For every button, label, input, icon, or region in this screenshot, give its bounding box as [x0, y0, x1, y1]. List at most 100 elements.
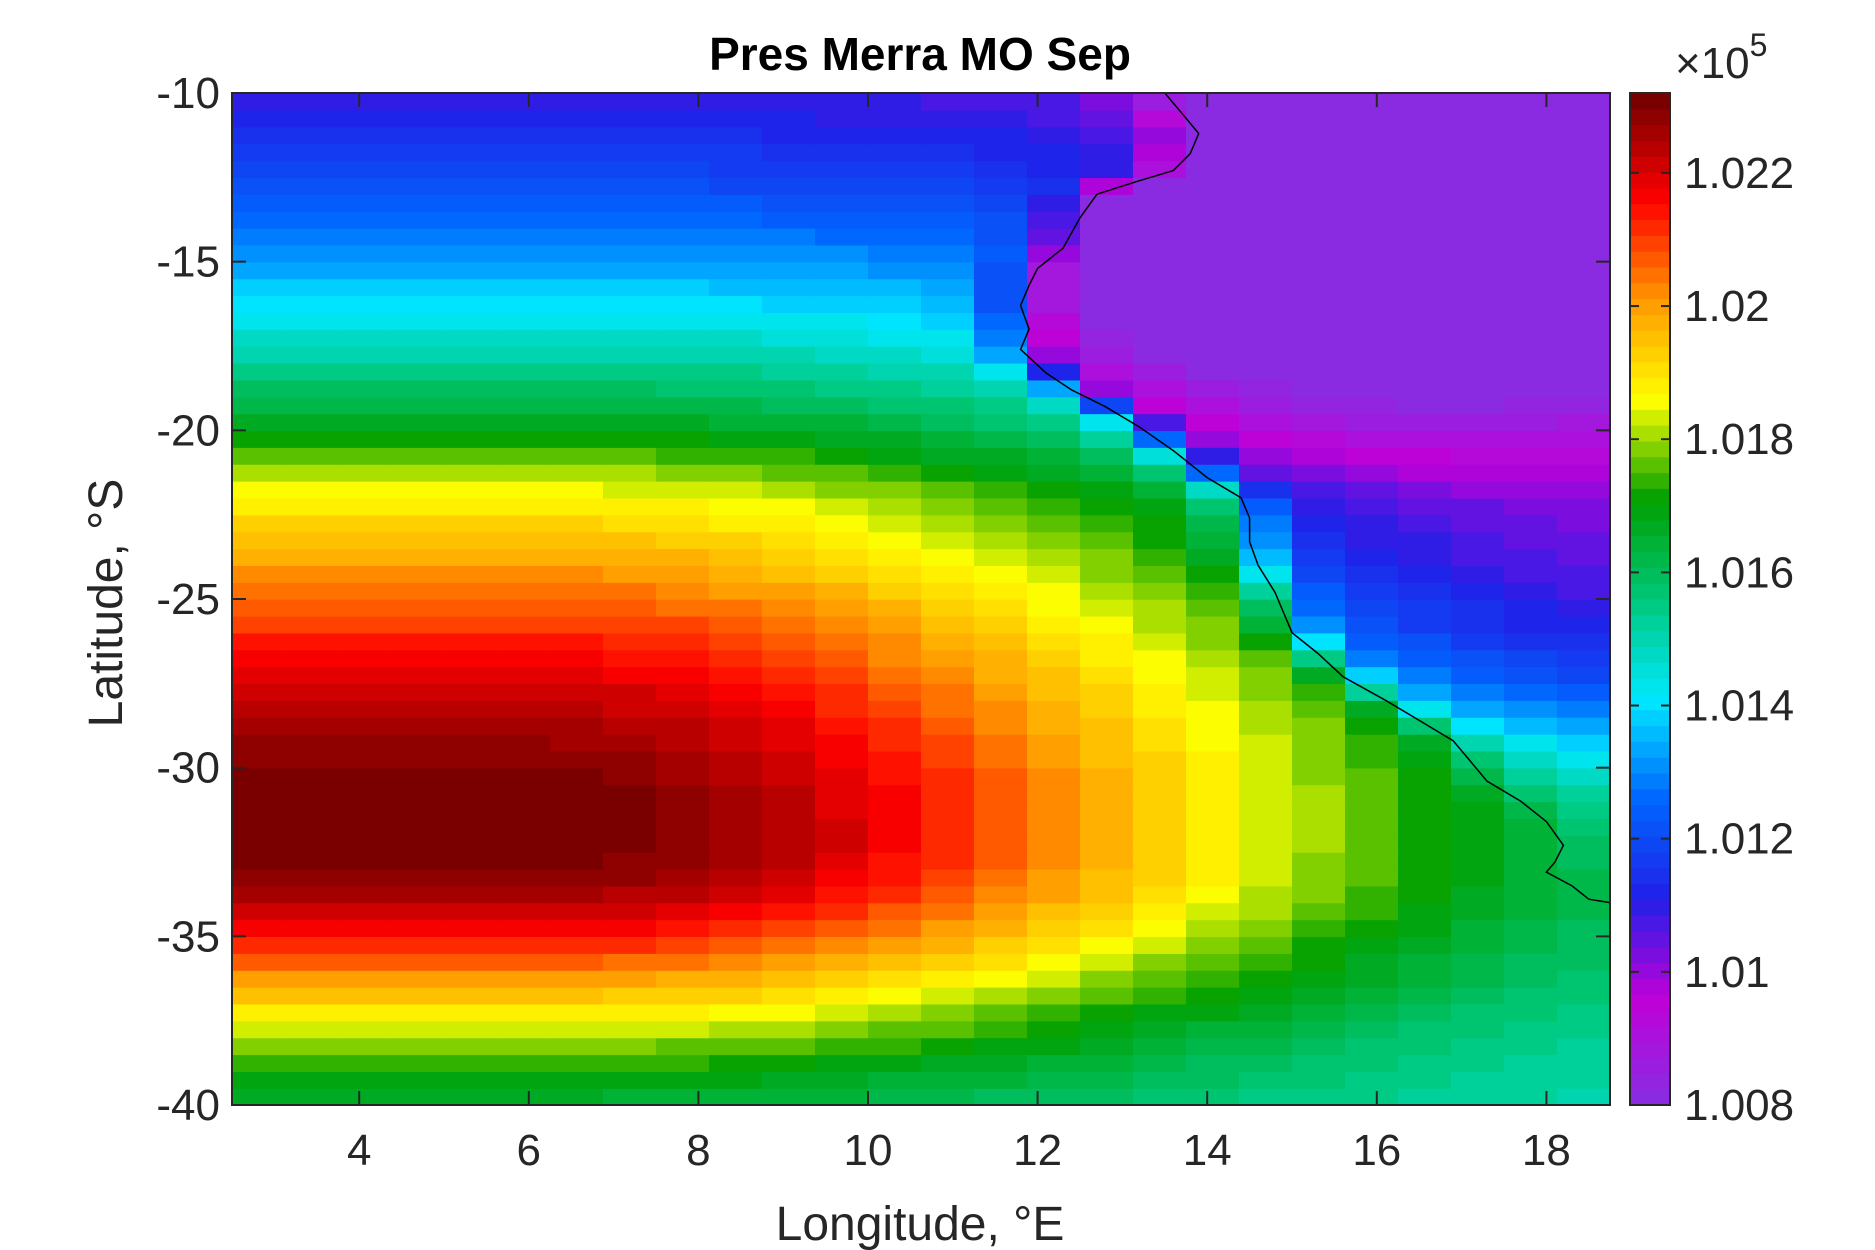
- heatmap-cell: [603, 902, 657, 921]
- heatmap-cell: [815, 329, 869, 347]
- heatmap-cell: [974, 852, 1028, 870]
- heatmap-cell: [656, 227, 710, 246]
- heatmap-cell: [232, 733, 286, 752]
- heatmap-cell: [974, 700, 1028, 718]
- colorbar-step: [1630, 1025, 1670, 1043]
- heatmap-cell: [232, 362, 286, 381]
- heatmap-cell: [285, 818, 339, 836]
- heatmap-cell: [656, 936, 710, 954]
- heatmap-cell: [974, 126, 1028, 145]
- heatmap-cell: [444, 548, 498, 566]
- heatmap-cell: [709, 986, 763, 1005]
- heatmap-cell: [1398, 683, 1452, 701]
- heatmap-cell: [974, 1003, 1028, 1022]
- heatmap-cell: [1080, 599, 1134, 617]
- heatmap-cell: [709, 295, 763, 313]
- heatmap-cell: [444, 1071, 498, 1089]
- heatmap-cell: [815, 396, 869, 415]
- heatmap-cell: [1557, 717, 1611, 735]
- heatmap-cell: [338, 666, 392, 685]
- heatmap-cell: [709, 447, 763, 465]
- colorbar-step: [1630, 456, 1670, 474]
- colorbar-step: [1630, 203, 1670, 221]
- heatmap-cell: [497, 986, 551, 1005]
- colorbar-step: [1630, 361, 1670, 379]
- colorbar-step: [1630, 567, 1670, 584]
- colorbar-step: [1630, 583, 1670, 600]
- heatmap-cell: [1239, 835, 1293, 853]
- heatmap-cell: [656, 599, 710, 617]
- heatmap-cell: [1133, 497, 1187, 516]
- heatmap-cell: [1186, 666, 1240, 685]
- colorbar-step: [1630, 219, 1670, 236]
- heatmap-cell: [1080, 885, 1134, 904]
- heatmap-cell: [709, 582, 763, 600]
- heatmap-cell: [338, 447, 392, 465]
- heatmap-cell: [1504, 615, 1558, 634]
- x-tick-label: 16: [1352, 1126, 1401, 1175]
- heatmap-cell: [1186, 464, 1240, 482]
- heatmap-cell: [550, 986, 604, 1005]
- heatmap-cell: [1345, 784, 1399, 803]
- heatmap-cell: [1557, 733, 1611, 752]
- heatmap-cell: [1451, 1020, 1505, 1039]
- heatmap-cell: [709, 565, 763, 583]
- heatmap-cell: [1451, 1088, 1505, 1106]
- heatmap-cell: [1080, 818, 1134, 836]
- heatmap-cell: [285, 1071, 339, 1089]
- heatmap-cell: [1504, 599, 1558, 617]
- heatmap-cell: [1027, 464, 1081, 482]
- heatmap-cell: [1027, 986, 1081, 1005]
- heatmap-cell: [1451, 565, 1505, 583]
- heatmap-cell: [1557, 750, 1611, 769]
- heatmap-cell: [1027, 599, 1081, 617]
- colorbar-step: [1630, 867, 1670, 885]
- heatmap-cell: [338, 1071, 392, 1089]
- heatmap-cell: [285, 582, 339, 600]
- heatmap-cell: [709, 1088, 763, 1106]
- heatmap-cell: [497, 683, 551, 701]
- heatmap-cell: [603, 362, 657, 381]
- heatmap-cell: [1027, 1003, 1081, 1022]
- heatmap-cell: [603, 480, 657, 499]
- heatmap-cell: [1504, 649, 1558, 668]
- heatmap-cell: [1239, 885, 1293, 904]
- y-tick-label: -20: [156, 406, 220, 455]
- heatmap-cell: [603, 1054, 657, 1072]
- heatmap-cell: [921, 717, 975, 735]
- heatmap-cell: [232, 261, 286, 280]
- heatmap-cell: [1345, 312, 1399, 330]
- heatmap-cell: [1292, 227, 1346, 246]
- heatmap-cell: [762, 683, 816, 701]
- heatmap-cell: [497, 700, 551, 718]
- heatmap-cell: [285, 919, 339, 938]
- heatmap-cell: [921, 430, 975, 448]
- heatmap-cell: [497, 1054, 551, 1072]
- heatmap-cell: [1186, 970, 1240, 988]
- heatmap-cell: [1504, 936, 1558, 954]
- heatmap-cell: [1080, 801, 1134, 819]
- heatmap-cell: [815, 126, 869, 145]
- heatmap-cell: [1398, 717, 1452, 735]
- heatmap-cell: [762, 1088, 816, 1106]
- heatmap-cell: [550, 126, 604, 145]
- heatmap-cell: [1080, 362, 1134, 381]
- heatmap-cell: [656, 1088, 710, 1106]
- heatmap-cell: [603, 717, 657, 735]
- heatmap-cell: [1345, 666, 1399, 685]
- heatmap-cell: [1504, 1037, 1558, 1056]
- heatmap-cell: [709, 885, 763, 904]
- heatmap-cell: [338, 750, 392, 769]
- heatmap-cell: [656, 852, 710, 870]
- colorbar-tick-label: 1.02: [1684, 282, 1770, 331]
- heatmap-cell: [497, 244, 551, 263]
- heatmap-cell: [603, 329, 657, 347]
- heatmap-cell: [762, 227, 816, 246]
- heatmap-cell: [232, 480, 286, 499]
- heatmap-cell: [391, 852, 445, 870]
- heatmap-cell: [1557, 936, 1611, 954]
- heatmap-cell: [868, 177, 922, 195]
- heatmap-cell: [868, 953, 922, 971]
- heatmap-cell: [1186, 430, 1240, 448]
- heatmap-cell: [1133, 329, 1187, 347]
